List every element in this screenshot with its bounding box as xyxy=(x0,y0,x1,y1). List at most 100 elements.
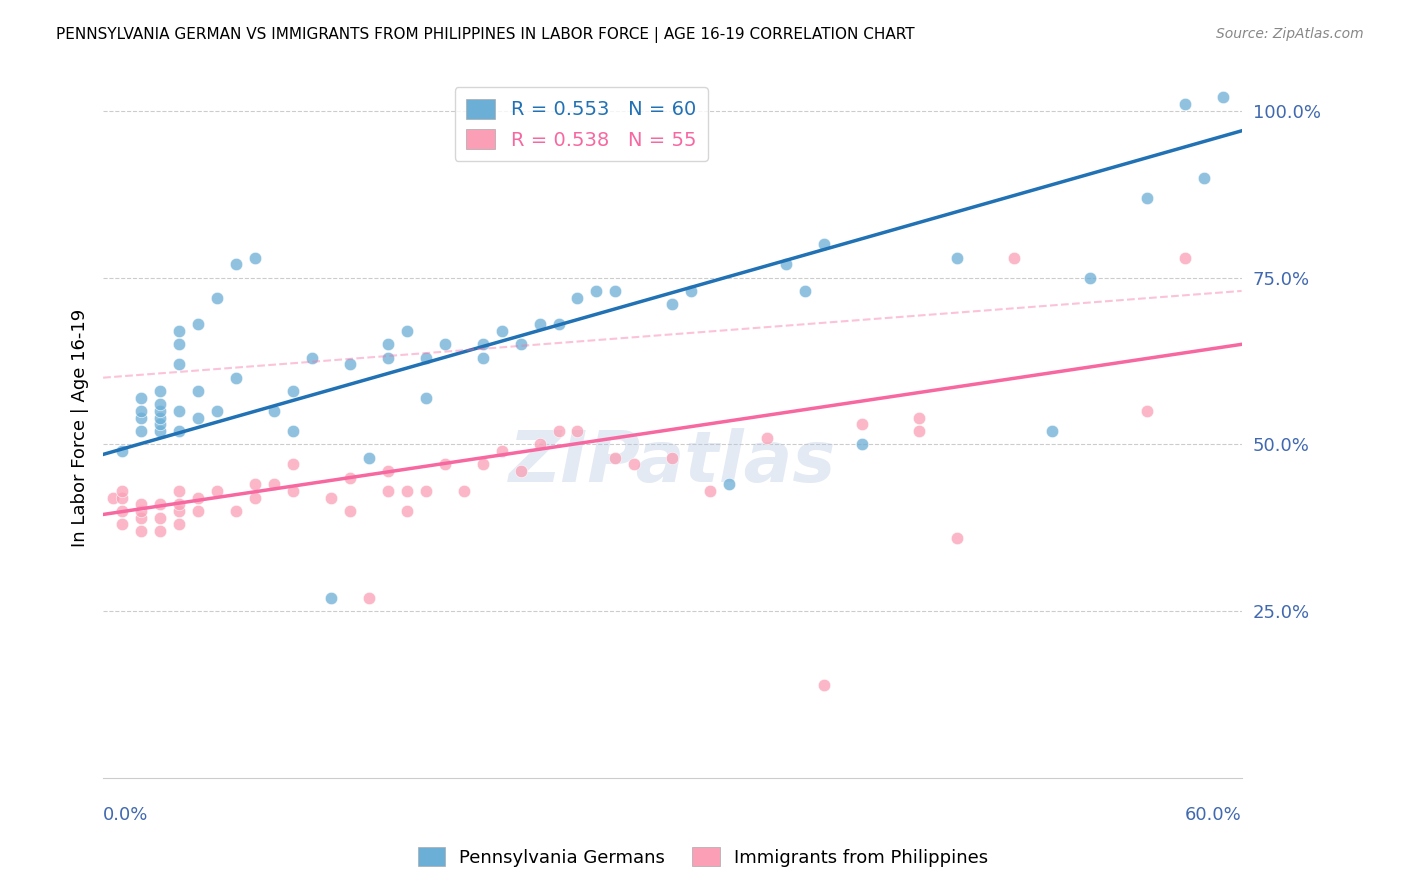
Point xyxy=(1078,270,1101,285)
Point xyxy=(813,237,835,252)
Point xyxy=(167,357,190,371)
Point xyxy=(377,484,399,499)
Point xyxy=(775,257,797,271)
Point xyxy=(395,484,418,499)
Point xyxy=(851,417,873,432)
Point xyxy=(263,477,285,491)
Point xyxy=(149,524,172,538)
Point xyxy=(111,491,134,505)
Point xyxy=(1174,251,1197,265)
Point xyxy=(547,318,569,332)
Text: 0.0%: 0.0% xyxy=(103,806,149,824)
Point xyxy=(415,484,437,499)
Point xyxy=(281,424,304,438)
Point xyxy=(623,458,645,472)
Point xyxy=(167,517,190,532)
Point xyxy=(111,444,134,458)
Point xyxy=(205,404,228,418)
Point xyxy=(453,484,475,499)
Point xyxy=(1136,190,1159,204)
Point xyxy=(187,410,209,425)
Point xyxy=(129,391,152,405)
Point xyxy=(167,404,190,418)
Point xyxy=(149,404,172,418)
Point xyxy=(129,410,152,425)
Point xyxy=(433,458,456,472)
Point xyxy=(111,484,134,499)
Point xyxy=(101,491,124,505)
Point xyxy=(149,510,172,524)
Point xyxy=(167,484,190,499)
Point xyxy=(149,397,172,411)
Point xyxy=(129,504,152,518)
Y-axis label: In Labor Force | Age 16-19: In Labor Force | Age 16-19 xyxy=(72,309,89,547)
Point xyxy=(339,471,361,485)
Text: ZIPatlas: ZIPatlas xyxy=(509,428,837,497)
Point xyxy=(813,677,835,691)
Point xyxy=(415,391,437,405)
Point xyxy=(395,324,418,338)
Point xyxy=(718,477,741,491)
Point xyxy=(319,591,342,605)
Point xyxy=(1040,424,1063,438)
Point xyxy=(377,464,399,478)
Point xyxy=(1002,251,1025,265)
Point xyxy=(529,318,551,332)
Point xyxy=(205,484,228,499)
Point xyxy=(149,424,172,438)
Point xyxy=(149,417,172,432)
Point xyxy=(111,517,134,532)
Point xyxy=(301,351,323,365)
Point xyxy=(547,424,569,438)
Point xyxy=(225,504,247,518)
Point xyxy=(149,384,172,398)
Point xyxy=(187,504,209,518)
Point xyxy=(167,324,190,338)
Point xyxy=(243,251,266,265)
Point xyxy=(699,484,721,499)
Point xyxy=(187,318,209,332)
Point xyxy=(377,337,399,351)
Point xyxy=(281,384,304,398)
Point xyxy=(187,384,209,398)
Point xyxy=(395,504,418,518)
Legend: R = 0.553   N = 60, R = 0.538   N = 55: R = 0.553 N = 60, R = 0.538 N = 55 xyxy=(454,87,709,161)
Point xyxy=(471,458,494,472)
Point xyxy=(281,458,304,472)
Point xyxy=(908,410,931,425)
Point xyxy=(946,531,969,545)
Point xyxy=(243,477,266,491)
Text: PENNSYLVANIA GERMAN VS IMMIGRANTS FROM PHILIPPINES IN LABOR FORCE | AGE 16-19 CO: PENNSYLVANIA GERMAN VS IMMIGRANTS FROM P… xyxy=(56,27,915,43)
Point xyxy=(129,524,152,538)
Point xyxy=(433,337,456,351)
Point xyxy=(377,351,399,365)
Point xyxy=(471,337,494,351)
Point xyxy=(129,424,152,438)
Point xyxy=(167,498,190,512)
Text: 60.0%: 60.0% xyxy=(1185,806,1241,824)
Point xyxy=(187,491,209,505)
Point xyxy=(908,424,931,438)
Point xyxy=(471,351,494,365)
Point xyxy=(149,498,172,512)
Point xyxy=(339,504,361,518)
Legend: Pennsylvania Germans, Immigrants from Philippines: Pennsylvania Germans, Immigrants from Ph… xyxy=(411,840,995,874)
Point xyxy=(851,437,873,451)
Point xyxy=(605,284,627,298)
Point xyxy=(149,410,172,425)
Point xyxy=(167,424,190,438)
Point xyxy=(1192,170,1215,185)
Point xyxy=(225,257,247,271)
Point xyxy=(357,591,380,605)
Point xyxy=(111,504,134,518)
Point xyxy=(491,324,513,338)
Point xyxy=(225,370,247,384)
Point xyxy=(509,464,531,478)
Point xyxy=(205,291,228,305)
Point xyxy=(567,291,589,305)
Point xyxy=(661,297,683,311)
Point xyxy=(585,284,607,298)
Point xyxy=(794,284,817,298)
Point xyxy=(756,431,779,445)
Point xyxy=(661,450,683,465)
